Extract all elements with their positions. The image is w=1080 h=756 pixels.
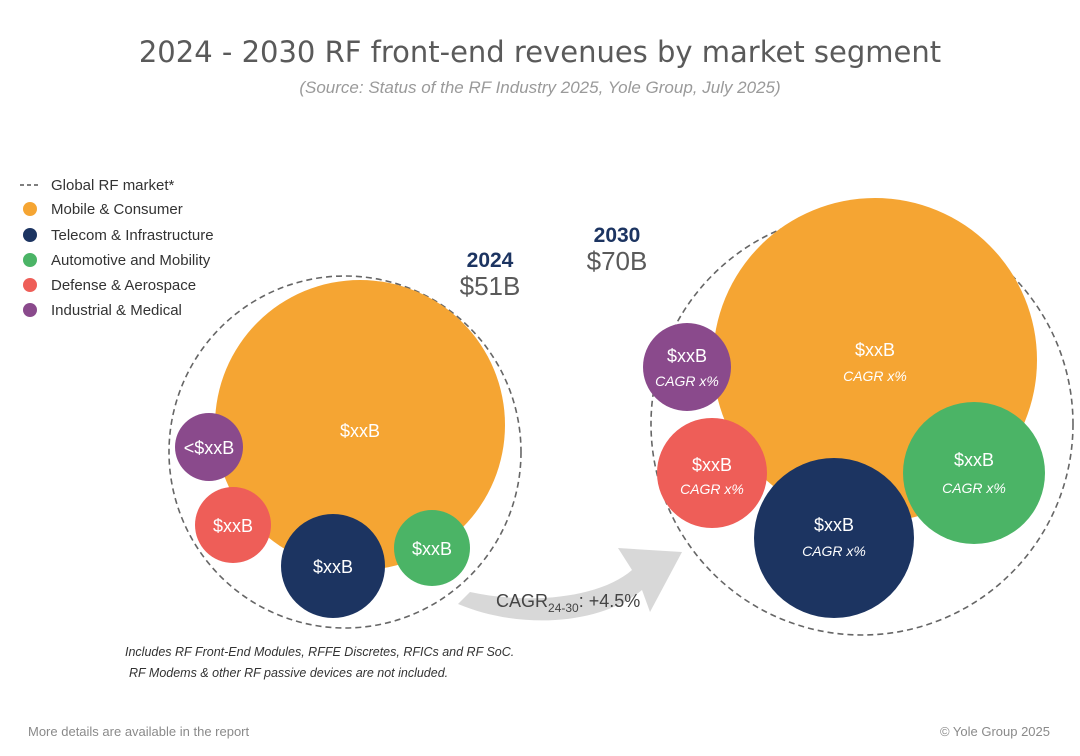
legend-swatch-mobile bbox=[23, 202, 37, 216]
group-2024: $xxB <$xxB $xxB $xxB $xxB 2024 $51B bbox=[168, 249, 522, 629]
cagr-word: CAGR bbox=[496, 591, 548, 611]
footer-left: More details are available in the report bbox=[28, 724, 250, 739]
bubble-2024-telecom bbox=[281, 514, 385, 618]
legend-swatch-automotive bbox=[23, 253, 37, 267]
note-line-1: Includes RF Front-End Modules, RFFE Disc… bbox=[125, 645, 514, 659]
cagr-value: : +4.5% bbox=[579, 591, 641, 611]
label-2024-telecom: $xxB bbox=[313, 557, 353, 577]
label-2030-defense: $xxB bbox=[692, 455, 732, 475]
bubble-2024-defense bbox=[195, 487, 271, 563]
legend: Global RF market* Mobile & Consumer Tele… bbox=[20, 177, 214, 319]
note-line-2: RF Modems & other RF passive devices are… bbox=[129, 666, 448, 680]
label-2030-automotive: $xxB bbox=[954, 450, 994, 470]
label-2030-telecom: $xxB bbox=[814, 515, 854, 535]
bubble-2030-automotive bbox=[903, 402, 1045, 544]
bubble-2030-industrial bbox=[643, 323, 731, 411]
label-2030-mobile: $xxB bbox=[855, 340, 895, 360]
label-2024-automotive: $xxB bbox=[412, 539, 452, 559]
bubble-2024-mobile bbox=[215, 280, 505, 570]
legend-label-automotive: Automotive and Mobility bbox=[51, 252, 211, 269]
legend-label-mobile: Mobile & Consumer bbox=[51, 201, 183, 218]
cagr-2030-mobile: CAGR x% bbox=[843, 368, 907, 384]
legend-swatch-defense bbox=[23, 278, 37, 292]
group-2030: $xxB CAGR x% $xxB CAGR x% $xxB CAGR x% $… bbox=[587, 198, 1074, 636]
bubble-2024-automotive bbox=[394, 510, 470, 586]
legend-label-defense: Defense & Aerospace bbox=[51, 277, 196, 294]
label-2024-mobile: $xxB bbox=[340, 421, 380, 441]
total-2030: $70B bbox=[587, 246, 648, 276]
cagr-arrow-icon bbox=[458, 548, 682, 621]
cagr-2030-defense: CAGR x% bbox=[680, 481, 744, 497]
cagr-2030-industrial: CAGR x% bbox=[655, 373, 719, 389]
legend-swatch-telecom bbox=[23, 228, 37, 242]
bubble-2030-telecom bbox=[754, 458, 914, 618]
label-2030-industrial: $xxB bbox=[667, 346, 707, 366]
year-2030: 2030 bbox=[594, 224, 641, 247]
global-market-2024-outline bbox=[168, 275, 522, 629]
chart-subtitle: (Source: Status of the RF Industry 2025,… bbox=[299, 78, 780, 97]
footer-right: © Yole Group 2025 bbox=[940, 724, 1050, 739]
bubble-2024-industrial bbox=[175, 413, 243, 481]
year-2024: 2024 bbox=[467, 249, 514, 272]
legend-label-industrial: Industrial & Medical bbox=[51, 302, 182, 319]
cagr-2030-telecom: CAGR x% bbox=[802, 543, 866, 559]
bubble-2030-defense bbox=[657, 418, 767, 528]
cagr-arrow-label: CAGR24-30: +4.5% bbox=[496, 591, 640, 615]
legend-label-telecom: Telecom & Infrastructure bbox=[51, 227, 214, 244]
chart-title: 2024 - 2030 RF front-end revenues by mar… bbox=[139, 35, 941, 69]
legend-swatch-industrial bbox=[23, 303, 37, 317]
label-2024-industrial: <$xxB bbox=[184, 438, 235, 458]
cagr-subscript: 24-30 bbox=[548, 601, 579, 615]
label-2024-defense: $xxB bbox=[213, 516, 253, 536]
legend-label-global: Global RF market* bbox=[51, 177, 175, 194]
cagr-2030-automotive: CAGR x% bbox=[942, 480, 1006, 496]
total-2024: $51B bbox=[460, 271, 521, 301]
